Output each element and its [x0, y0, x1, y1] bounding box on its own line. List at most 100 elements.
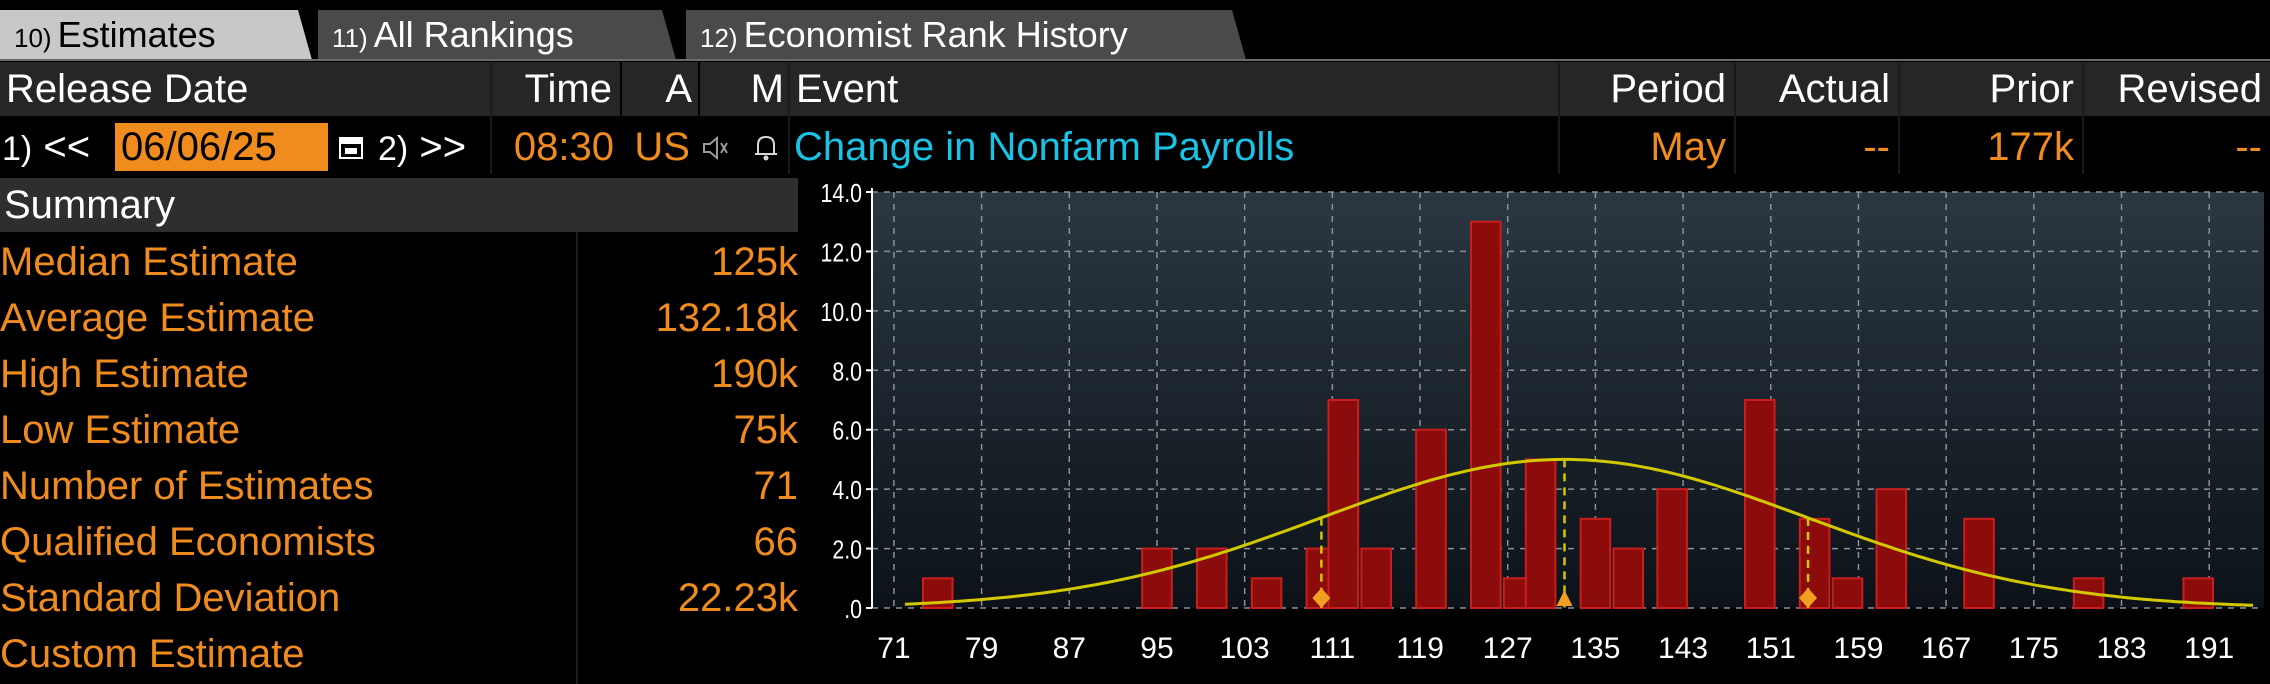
std-dev-marker [1312, 588, 1331, 608]
histogram-bar [1360, 547, 1392, 610]
next-date-button[interactable]: 2) >> [378, 120, 492, 174]
next-button-number: 2) [378, 130, 409, 168]
column-separator [1734, 62, 1736, 174]
mean-marker [1556, 590, 1573, 606]
histogram-bar [1327, 399, 1360, 609]
tab-economist-rank-history[interactable]: 12) Economist Rank History [686, 10, 1246, 60]
header-period: Period [1560, 62, 1734, 116]
tab-label: Economist Rank History [743, 14, 1128, 55]
summary-label: Low Estimate [0, 408, 241, 452]
header-revised: Revised [2084, 62, 2270, 116]
x-tick-label: 95 [1140, 632, 1173, 665]
x-tick-label: 143 [1658, 632, 1708, 665]
summary-row-number-of-estimates: Number of Estimates 71 [0, 458, 798, 514]
tab-number: 12) [700, 23, 738, 53]
summary-value: 190k [711, 352, 798, 396]
header-actual: Actual [1736, 62, 1898, 116]
summary-row-average: Average Estimate 132.18k [0, 290, 798, 346]
column-separator [1898, 62, 1900, 174]
histogram-bar [1524, 458, 1557, 609]
histogram-bar [1831, 577, 1864, 609]
histogram-bar [1579, 517, 1612, 610]
tab-all-rankings[interactable]: 11) All Rankings [318, 10, 676, 60]
prev-button-number: 1) [2, 130, 33, 168]
summary-value: 22.23k [677, 576, 798, 620]
histogram-bar [1612, 547, 1645, 610]
summary-value: 71 [753, 464, 799, 508]
estimate-distribution-chart: 14.0 12.0 10.0 8.0 6.0 4.0 2.0 .0 71 79 87 95 103 11… [821, 179, 2264, 665]
tab-number: 10) [14, 23, 52, 53]
histogram-bar [1415, 428, 1447, 609]
histogram-bar [1141, 547, 1173, 610]
x-tick-label: 191 [2184, 632, 2234, 665]
header-a: A [622, 62, 698, 116]
prev-date-button[interactable]: 1) << [2, 120, 112, 174]
y-tick-label: 2.0 [832, 536, 862, 566]
event-revised: -- [2235, 125, 2262, 169]
std-dev-marker [1799, 588, 1818, 608]
summary-header: Summary [0, 178, 798, 232]
summary-label: High Estimate [0, 352, 249, 396]
x-tick-label: 183 [2096, 632, 2146, 665]
column-separator [2082, 62, 2084, 174]
x-tick-label: 159 [1833, 632, 1883, 665]
summary-row-high: High Estimate 190k [0, 346, 798, 402]
histogram-bar [1963, 517, 1995, 610]
tab-label: Estimates [57, 14, 216, 55]
x-tick-label: 175 [2009, 632, 2059, 665]
x-tick-label: 119 [1396, 632, 1444, 665]
header-prior: Prior [1900, 62, 2082, 116]
y-tick-label: 6.0 [832, 417, 862, 447]
event-period: May [1650, 125, 1726, 169]
histogram-bar [1250, 577, 1283, 609]
summary-row-low: Low Estimate 75k [0, 402, 798, 458]
bell-icon[interactable] [752, 132, 780, 162]
x-tick-label: 127 [1483, 632, 1533, 665]
x-tick-label: 111 [1310, 632, 1356, 665]
tab-number: 11) [332, 23, 368, 53]
header-event: Event [790, 62, 1558, 116]
summary-value: 75k [733, 408, 799, 452]
summary-label: Average Estimate [0, 296, 315, 340]
y-tick-label: 10.0 [821, 298, 862, 328]
y-tick-label: 12.0 [821, 238, 862, 268]
summary-label: Custom Estimate [0, 632, 305, 676]
summary-value: 66 [753, 520, 799, 564]
summary-row-standard-deviation: Standard Deviation 22.23k [0, 570, 798, 626]
column-separator [1558, 62, 1560, 174]
column-separator [788, 62, 790, 174]
event-prior: 177k [1987, 125, 2074, 169]
release-date-input[interactable]: 06/06/25 [115, 123, 328, 171]
calendar-icon[interactable] [338, 134, 364, 160]
summary-value: 125k [711, 240, 798, 284]
tab-estimates[interactable]: 10) Estimates [0, 10, 312, 60]
speaker-icon[interactable] [700, 134, 730, 162]
event-name-link[interactable]: Change in Nonfarm Payrolls [794, 125, 1295, 169]
normal-distribution-curve [904, 457, 2254, 607]
header-time: Time [492, 62, 620, 116]
summary-row-custom-estimate[interactable]: Custom Estimate [0, 626, 798, 682]
summary-value: 132.18k [655, 296, 798, 340]
histogram-bar [1656, 488, 1688, 609]
event-actual: -- [1863, 125, 1890, 169]
tab-label: All Rankings [373, 14, 574, 55]
event-country: US [634, 125, 690, 169]
y-tick-label: .0 [844, 595, 862, 625]
x-tick-label: 71 [877, 632, 910, 665]
summary-label: Median Estimate [0, 240, 298, 284]
summary-divider [576, 232, 578, 684]
y-tick-label: 4.0 [832, 476, 862, 506]
summary-label: Number of Estimates [0, 464, 374, 508]
y-tick-label: 8.0 [832, 357, 862, 387]
x-tick-label: 151 [1746, 632, 1796, 665]
summary-row-median: Median Estimate 125k [0, 234, 798, 290]
tab-bar: 10) Estimates 11) All Rankings 12) Economis… [0, 0, 2270, 60]
prev-button-label: << [43, 125, 91, 169]
x-tick-label: 103 [1220, 632, 1270, 665]
summary-label: Standard Deviation [0, 576, 341, 620]
header-release-date: Release Date [0, 62, 490, 116]
tab-underline [0, 59, 2270, 61]
next-button-label: >> [419, 125, 467, 169]
x-tick-label: 135 [1570, 632, 1620, 665]
event-time: 08:30 [513, 125, 614, 169]
